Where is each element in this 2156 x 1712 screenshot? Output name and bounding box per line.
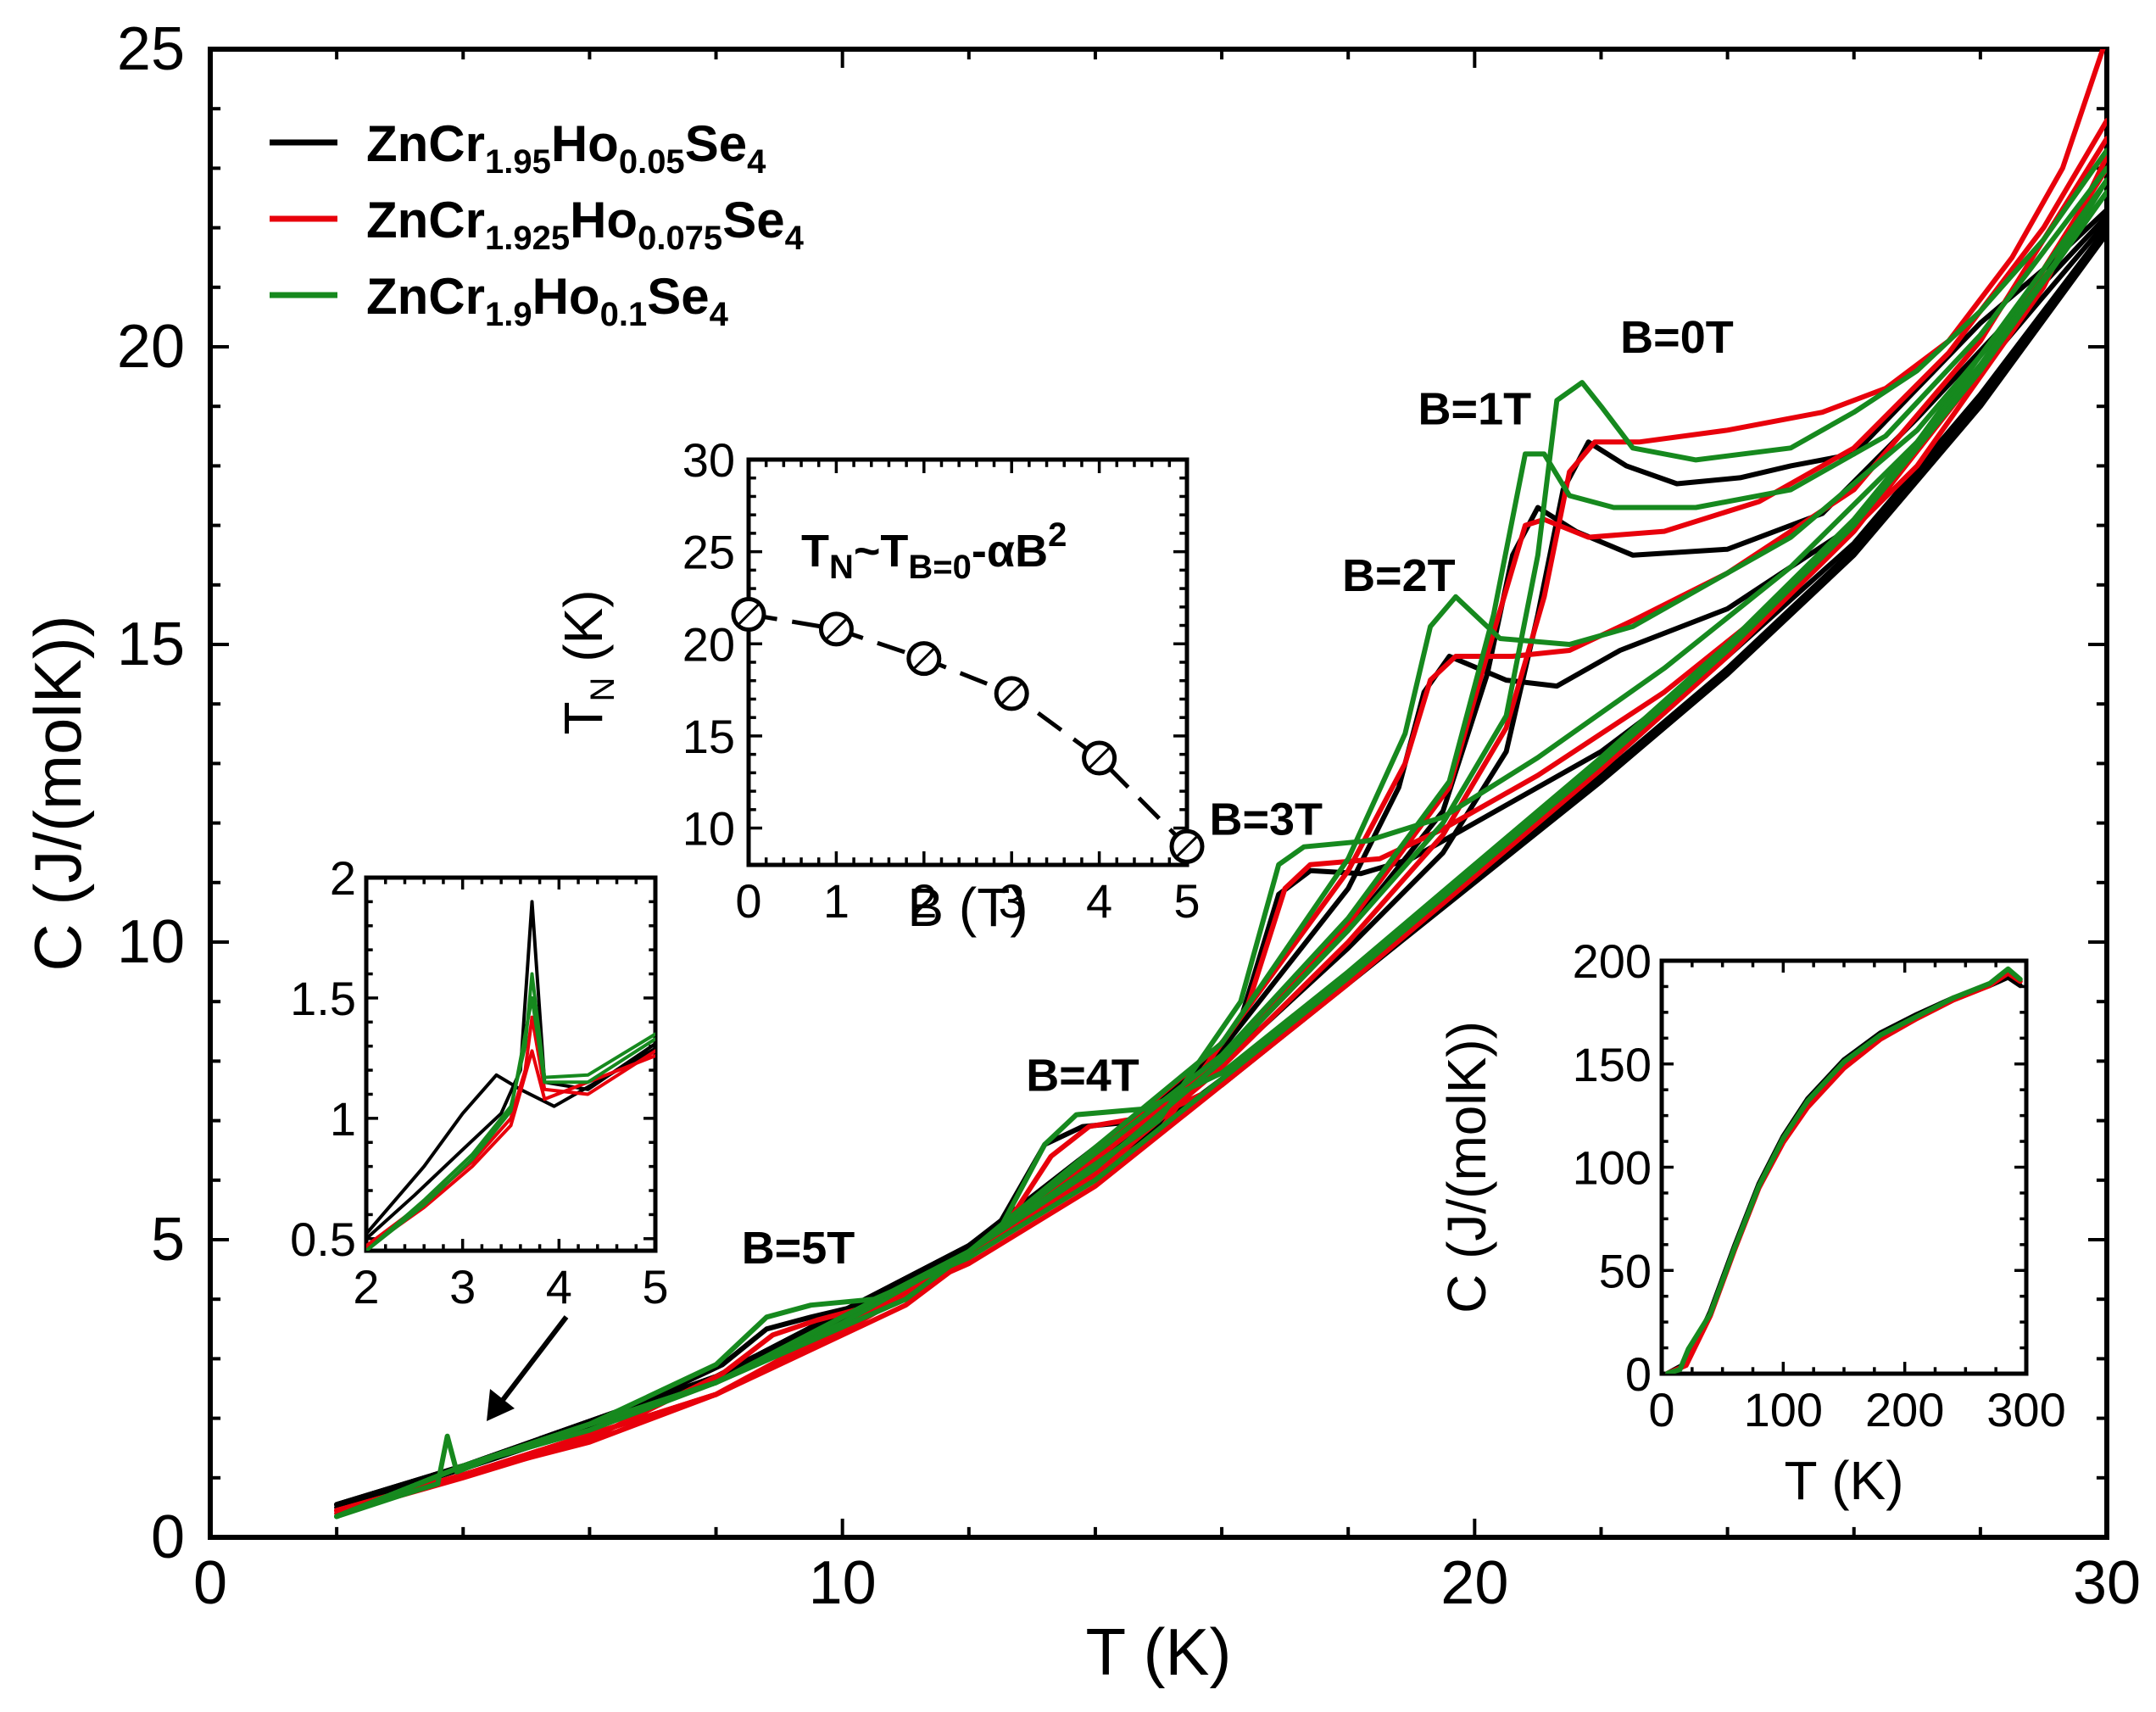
tn-point-slash <box>912 647 935 670</box>
y-tick-label: 25 <box>117 15 185 83</box>
y-tick-label: 10 <box>117 908 185 976</box>
legend-label: ZnCr1.9Ho0.1Se4 <box>366 268 729 333</box>
x-tick-label: 200 <box>1865 1383 1944 1436</box>
x-tick-label: 1 <box>823 874 850 928</box>
y-tick-label: 0 <box>151 1503 185 1571</box>
inset-tn-vs-field: 0 1 2 3 4 5 10 15 20 25 30 B (T) TN (K) TN~TB=0-αB2 <box>553 433 1205 938</box>
x-tick-label: 0 <box>735 874 761 928</box>
y-tick-label: 30 <box>682 433 735 487</box>
field-label: B=0T <box>1620 312 1734 363</box>
arrow-head <box>487 1389 515 1421</box>
inset-low-temperature: 2 3 4 5 0.5 1 1.5 2 <box>290 851 668 1313</box>
y-tick-label: 200 <box>1573 934 1652 988</box>
data-line <box>366 1046 655 1236</box>
tn-point-slash <box>1088 746 1111 770</box>
y-tick-label: 50 <box>1599 1244 1652 1297</box>
y-tick-label: 1 <box>330 1092 356 1146</box>
series-group <box>366 900 655 1251</box>
y-tick-label: 0 <box>1625 1347 1652 1401</box>
data-line <box>1665 966 2023 1374</box>
plot-frame <box>1659 958 2029 1376</box>
field-label: B=1T <box>1418 383 1532 434</box>
x-tick-label: 0 <box>193 1549 227 1617</box>
x-tick-label: 3 <box>449 1260 476 1313</box>
x-tick-label: 10 <box>809 1549 877 1617</box>
data-line <box>334 177 2107 1520</box>
x-tick-label: 2 <box>353 1260 379 1313</box>
x-tick-label: 2 <box>911 874 937 928</box>
y-tick-label: 150 <box>1573 1038 1652 1091</box>
fit-line <box>748 612 1189 849</box>
series-group <box>334 49 2107 1520</box>
plot-frame <box>364 875 658 1253</box>
arrow-shaft <box>498 1315 569 1405</box>
y-tick-label: 25 <box>682 526 735 579</box>
data-line <box>366 972 655 1251</box>
y-tick-label: 1.5 <box>290 972 356 1025</box>
y-tick-label: 15 <box>682 710 735 763</box>
field-label: B=2T <box>1342 550 1456 601</box>
data-line <box>334 189 2107 1520</box>
legend: ZnCr1.95Ho0.05Se4 ZnCr1.925Ho0.075Se4 ZnCr… <box>270 115 805 333</box>
x-tick-label: 3 <box>999 874 1025 928</box>
tn-point-slash <box>825 617 848 640</box>
inset-x-title: T (K) <box>1784 1450 1903 1511</box>
x-tick-label: 4 <box>546 1260 572 1313</box>
tn-point-slash <box>1175 835 1199 858</box>
series-group <box>1665 966 2023 1374</box>
pointer-arrow <box>487 1315 569 1421</box>
y-tick-label: 20 <box>682 617 735 671</box>
y-tick-label: 5 <box>151 1206 185 1274</box>
y-tick-label: 10 <box>682 802 735 856</box>
x-tick-label: 5 <box>1173 874 1200 928</box>
inset-y-title: C (J/(molK)) <box>1436 1021 1497 1313</box>
field-label: B=4T <box>1026 1051 1139 1101</box>
x-tick-label: 300 <box>1986 1383 2065 1436</box>
y-tick-label: 20 <box>117 313 185 381</box>
y-tick-label: 0.5 <box>290 1213 356 1266</box>
legend-label: ZnCr1.925Ho0.075Se4 <box>366 192 805 257</box>
y-tick-label: 15 <box>117 611 185 678</box>
x-tick-label: 30 <box>2073 1549 2141 1617</box>
field-label: B=5T <box>742 1223 855 1274</box>
x-tick-label: 20 <box>1440 1549 1508 1617</box>
data-line <box>334 189 2107 1520</box>
fit-annotation: TN~TB=0-αB2 <box>801 516 1067 586</box>
legend-label: ZnCr1.95Ho0.05Se4 <box>366 115 766 181</box>
y-tick-label: 2 <box>330 851 356 905</box>
x-tick-label: 5 <box>642 1260 668 1313</box>
data-line <box>366 1049 655 1251</box>
x-tick-label: 4 <box>1086 874 1112 928</box>
inset-high-temperature: 0 100 200 300 0 50 100 150 200 T (K) C (J/(molK)) <box>1436 934 2066 1511</box>
x-axis-title: T (K) <box>1086 1614 1232 1689</box>
tn-point-slash <box>1000 682 1023 705</box>
y-tick-label: 100 <box>1573 1141 1652 1195</box>
field-label: B=3T <box>1209 795 1323 845</box>
data-line <box>334 148 2107 1520</box>
plot-frame <box>746 457 1189 867</box>
y-axis-title: C (J/(molK)) <box>20 615 95 971</box>
data-line <box>366 995 655 1251</box>
tn-point-slash <box>737 603 760 626</box>
inset-y-title: TN (K) <box>553 589 621 734</box>
inset-x-title: B (T) <box>907 877 1028 938</box>
x-tick-label: 100 <box>1744 1383 1823 1436</box>
x-tick-label: 0 <box>1648 1383 1674 1436</box>
